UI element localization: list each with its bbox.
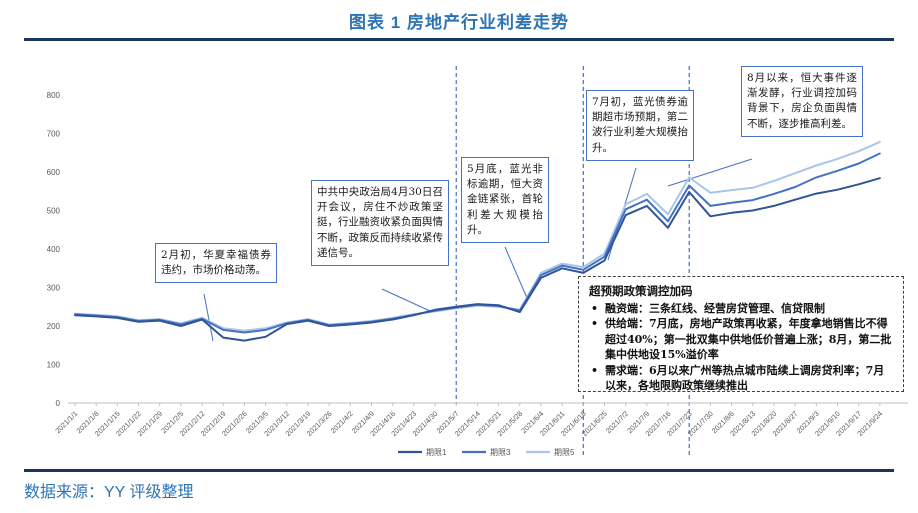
policy-annotation-box: 超预期政策调控加码 融资端：三条红线、经营房贷管理、信贷限制 供给端：7月底，房…: [578, 276, 904, 392]
top-divider: [24, 38, 894, 41]
bottom-divider: [24, 469, 894, 472]
legend-item-期限1: 期限1: [426, 448, 447, 457]
figure-title: 图表 1 房地产行业利差走势: [349, 13, 569, 32]
policy-bullet-list: 融资端：三条红线、经营房贷管理、信贷限制 供给端：7月底，房地产政策再收紧，年度…: [589, 301, 893, 393]
spread-chart-svg: 2021/1/12021/1/82021/1/152021/1/222021/1…: [47, 66, 908, 457]
policy-bullet-supply: 供给端：7月底，房地产政策再收紧，年度拿地销售比不得超过40%；第一批双集中供地…: [589, 316, 893, 362]
annotation-callout-politburo: 中共中央政治局4月30日召开会议，房住不炒政策坚挺，行业融资收紧负面舆情不断，政…: [311, 180, 449, 267]
annotation-callout-august: 8月以来，恒大事件逐渐发酵，行业调控加码背景下，房企负面舆情不断，逐步推高利差。: [741, 66, 863, 137]
svg-text:500: 500: [47, 207, 61, 216]
svg-text:700: 700: [47, 130, 61, 139]
svg-text:800: 800: [47, 91, 61, 100]
annotation-callout-feb: 2月初，华夏幸福债券违约，市场价格动荡。: [155, 243, 277, 284]
policy-bullet-financing: 融资端：三条红线、经营房贷管理、信贷限制: [589, 301, 893, 317]
svg-text:300: 300: [47, 284, 61, 293]
policy-box-title: 超预期政策调控加码: [589, 284, 693, 298]
data-source-note: 数据来源：YY 评级整理: [24, 484, 194, 501]
legend-item-期限3: 期限3: [490, 448, 511, 457]
annotation-callout-may: 5月底，蓝光非标逾期，恒大资金链紧张，首轮利差大规模抬升。: [461, 157, 549, 244]
svg-text:100: 100: [47, 361, 61, 370]
legend-item-期限5: 期限5: [554, 448, 575, 457]
annotation-callout-july: 7月初，蓝光债券逾期超市场预期，第二波行业利差大规模抬升。: [586, 90, 694, 161]
svg-text:600: 600: [47, 168, 61, 177]
svg-text:200: 200: [47, 322, 61, 331]
svg-text:0: 0: [56, 399, 61, 408]
policy-bullet-demand: 需求端：6月以来广州等热点城市陆续上调房贷利率；7月以来，各地限购政策继续推出: [589, 363, 893, 394]
svg-text:400: 400: [47, 245, 61, 254]
